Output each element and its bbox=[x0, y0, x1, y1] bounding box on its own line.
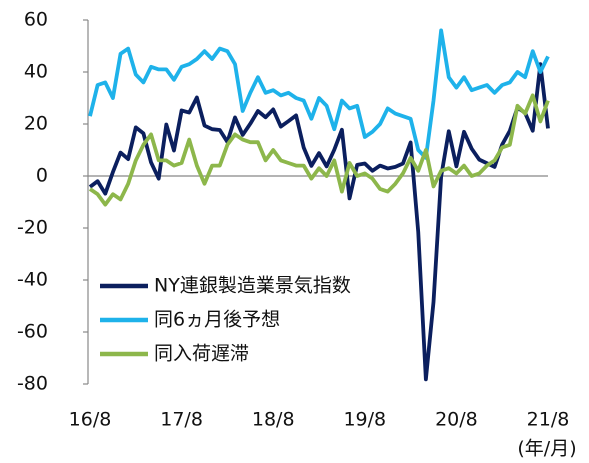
series-line bbox=[88, 28, 550, 160]
x-tick-label: 16/8 bbox=[69, 409, 112, 431]
legend-label: 同6ヵ月後予想 bbox=[154, 309, 280, 331]
y-tick-label: 20 bbox=[24, 113, 48, 135]
x-tick-label: 20/8 bbox=[435, 409, 478, 431]
y-tick-label: 0 bbox=[36, 165, 48, 187]
y-tick-label: 40 bbox=[24, 61, 48, 83]
series-line bbox=[88, 62, 550, 382]
x-tick-label: 21/8 bbox=[527, 409, 570, 431]
x-tick-label: 18/8 bbox=[252, 409, 295, 431]
y-tick-label: -60 bbox=[17, 321, 48, 343]
y-tick-label: 60 bbox=[24, 9, 48, 31]
y-tick-label: -80 bbox=[17, 373, 48, 395]
x-unit-label: (年/月) bbox=[517, 438, 576, 460]
y-tick-label: -20 bbox=[17, 217, 48, 239]
x-tick-label: 17/8 bbox=[160, 409, 203, 431]
legend-label: NY連銀製造業景気指数 bbox=[154, 275, 351, 297]
x-tick-label: 19/8 bbox=[343, 409, 386, 431]
series-line bbox=[88, 93, 550, 207]
legend-label: 同入荷遅滞 bbox=[154, 343, 249, 365]
y-tick-label: -40 bbox=[17, 269, 48, 291]
